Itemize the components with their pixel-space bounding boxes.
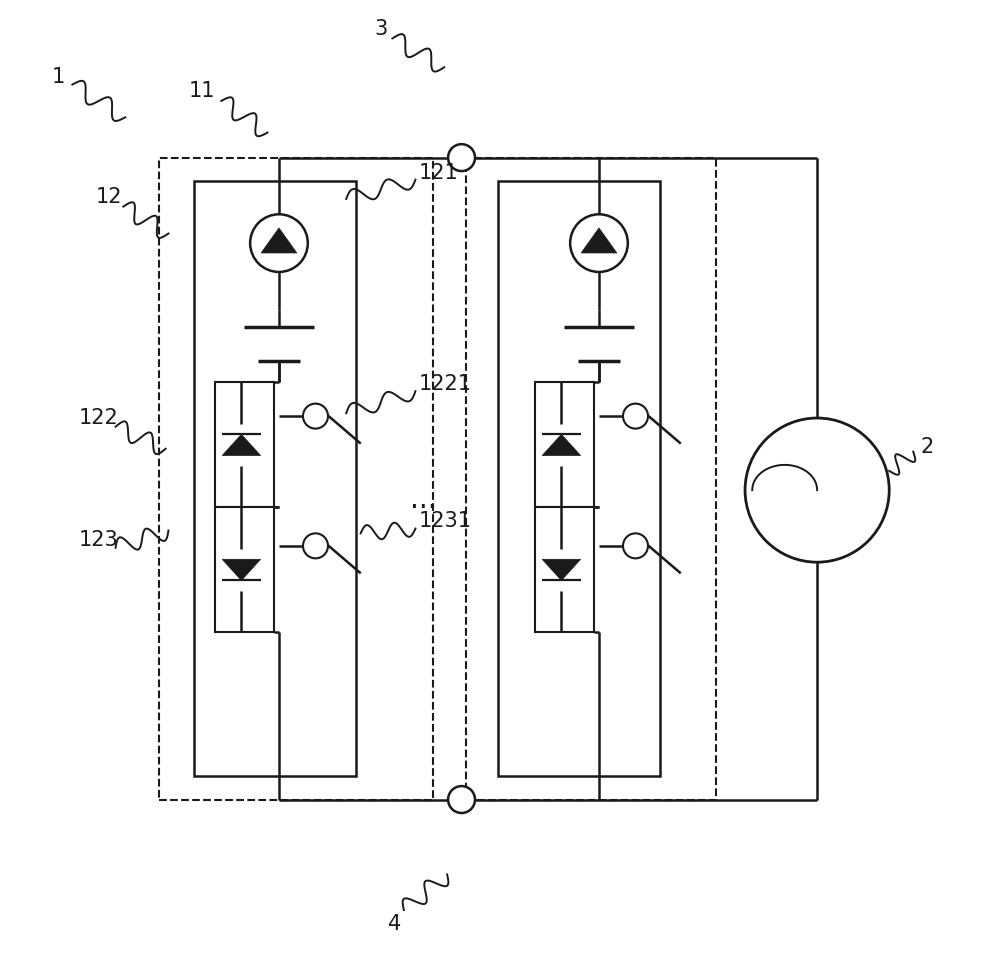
Text: 11: 11 (189, 82, 215, 101)
Bar (535, 507, 594, 632)
Text: 12: 12 (96, 187, 122, 207)
Text: 2: 2 (920, 437, 933, 456)
Text: 1231: 1231 (418, 511, 471, 530)
Bar (159, 158, 433, 800)
Circle shape (303, 404, 328, 429)
Polygon shape (542, 559, 581, 580)
Text: 122: 122 (78, 408, 118, 428)
Circle shape (570, 214, 628, 272)
Text: 1221: 1221 (418, 375, 471, 394)
Bar (466, 158, 716, 800)
Text: 121: 121 (418, 163, 458, 183)
Circle shape (448, 144, 475, 171)
Text: 3: 3 (374, 19, 387, 38)
Circle shape (623, 404, 648, 429)
Polygon shape (581, 228, 617, 253)
Polygon shape (222, 559, 261, 580)
Text: 4: 4 (388, 915, 401, 934)
Bar (194, 181, 356, 776)
Text: 1: 1 (51, 67, 65, 86)
Text: ...: ... (410, 485, 436, 514)
Polygon shape (542, 434, 581, 456)
Text: 123: 123 (78, 530, 118, 550)
Bar (215, 382, 274, 507)
Circle shape (303, 533, 328, 558)
Bar (215, 507, 274, 632)
Circle shape (250, 214, 308, 272)
Circle shape (448, 786, 475, 813)
Bar (535, 382, 594, 507)
Polygon shape (222, 434, 261, 456)
Circle shape (623, 533, 648, 558)
Bar (498, 181, 660, 776)
Polygon shape (261, 228, 297, 253)
